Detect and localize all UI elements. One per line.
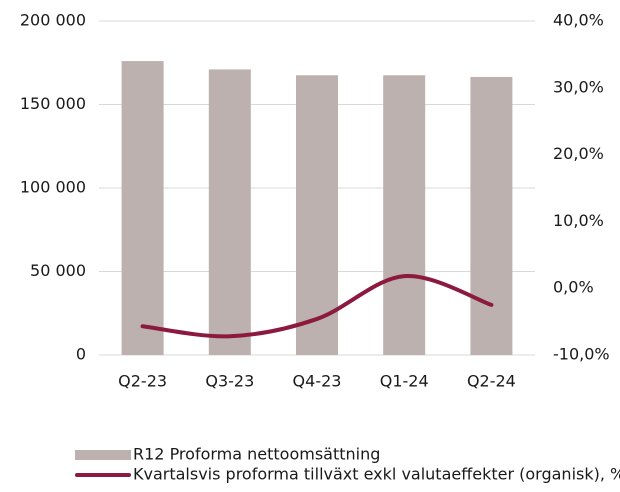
y-tick-label: 200 000 bbox=[20, 11, 86, 30]
y2-tick-label: 20,0% bbox=[553, 144, 604, 163]
x-tick-label: Q3-23 bbox=[205, 372, 254, 391]
y-tick-label: 150 000 bbox=[20, 94, 86, 113]
x-tick-label: Q1-24 bbox=[380, 372, 429, 391]
y-tick-label: 0 bbox=[76, 345, 86, 364]
y2-tick-label: 40,0% bbox=[553, 11, 604, 30]
y2-tick-label: 0,0% bbox=[553, 278, 594, 297]
legend-swatch bbox=[75, 450, 131, 460]
legend-label: Kvartalsvis proforma tillväxt exkl valut… bbox=[133, 465, 620, 484]
x-tick-label: Q4-23 bbox=[293, 372, 342, 391]
bar bbox=[296, 75, 338, 356]
y-tick-label: 50 000 bbox=[30, 261, 86, 280]
bar bbox=[208, 69, 251, 356]
y-tick-label: 100 000 bbox=[20, 178, 86, 197]
y2-tick-label: 30,0% bbox=[553, 77, 604, 96]
x-tick-label: Q2-23 bbox=[118, 372, 167, 391]
bar bbox=[383, 75, 426, 356]
bar bbox=[121, 61, 164, 356]
line bbox=[140, 274, 494, 339]
y2-tick-label: 10,0% bbox=[553, 211, 604, 230]
x-tick-label: Q2-24 bbox=[467, 372, 516, 391]
y2-tick-label: -10,0% bbox=[553, 345, 610, 364]
bar bbox=[470, 76, 513, 355]
legend-label: R12 Proforma nettoomsättning bbox=[133, 445, 380, 464]
